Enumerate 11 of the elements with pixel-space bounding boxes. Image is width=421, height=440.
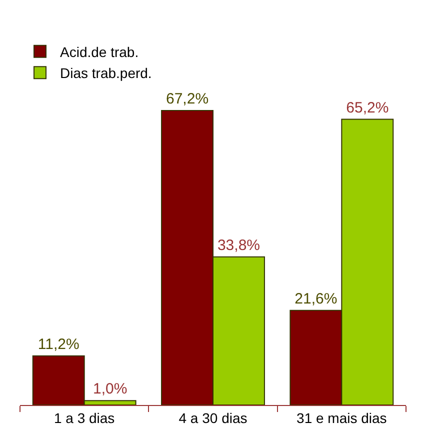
x-tick-label: 31 e mais dias bbox=[296, 410, 387, 426]
data-label: 1,0% bbox=[92, 380, 128, 398]
data-label: 21,6% bbox=[294, 290, 338, 308]
x-tick-label: 4 a 30 dias bbox=[178, 410, 248, 426]
data-label: 11,2% bbox=[38, 336, 80, 353]
data-label: 67,2% bbox=[166, 90, 209, 108]
x-tick-label: 1 a 3 dias bbox=[54, 410, 115, 426]
data-label: 65,2% bbox=[346, 99, 389, 116]
data-label: 33,8% bbox=[217, 236, 260, 254]
legend-label: Dias trab.perd. bbox=[60, 65, 152, 82]
legend-label: Acid.de trab. bbox=[60, 44, 139, 60]
